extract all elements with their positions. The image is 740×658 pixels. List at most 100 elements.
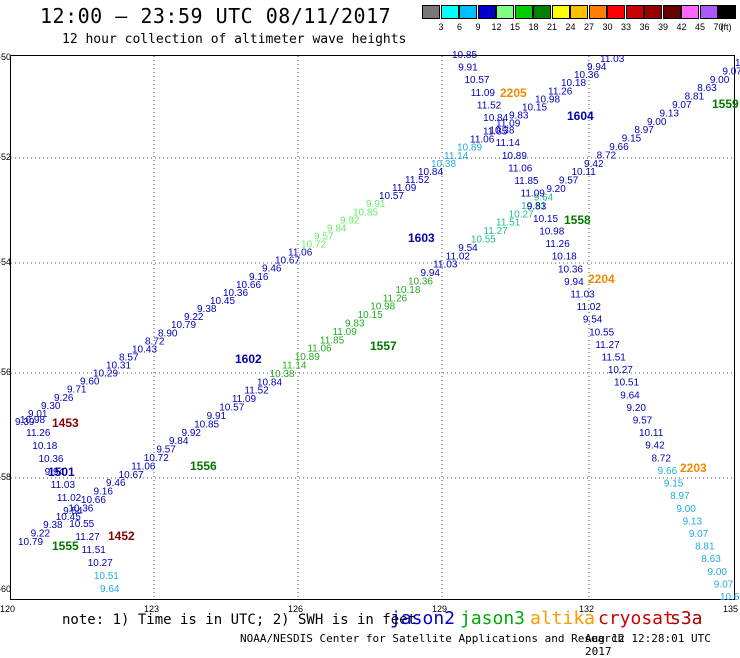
swh-value-label: 9.46: [106, 478, 126, 489]
scale-label: 27: [583, 22, 594, 32]
scale-unit: (ft): [720, 22, 732, 32]
lat-tick-label: -58: [0, 472, 12, 482]
swh-value-label: 10.85: [452, 50, 477, 61]
swh-value-label: 9.94: [45, 467, 65, 478]
swh-value-label: 10.11: [571, 167, 596, 178]
swh-value-label: 9.57: [559, 176, 579, 187]
swh-value-label: 10.18: [561, 78, 586, 89]
swh-value-label: 9.84: [327, 223, 347, 234]
swh-value-label: 10.69: [720, 592, 740, 603]
swh-value-label: 11.09: [392, 183, 417, 194]
lat-tick-label: -50: [0, 52, 12, 62]
swh-value-label: 9.00: [676, 504, 696, 515]
swh-value-label: 9.94: [587, 62, 607, 73]
swh-value-label: 9.00: [708, 567, 728, 578]
swh-value-label: 11.52: [244, 386, 269, 397]
swh-value-label: 11.26: [26, 428, 51, 439]
swh-value-label: 11.09: [332, 327, 357, 338]
pass-time-label: 1604: [567, 109, 594, 123]
map-frame: [10, 55, 735, 600]
pass-time-label: 2204: [588, 272, 615, 286]
swh-value-label: 10.89: [502, 151, 527, 162]
swh-value-label: 10.18: [395, 285, 420, 296]
scale-swatch: [718, 5, 736, 19]
swh-value-label: 9.42: [645, 441, 665, 452]
swh-value-label: 9.20: [546, 184, 566, 195]
swh-value-label: 9.83: [509, 110, 529, 121]
scale-label: 39: [657, 22, 668, 32]
swh-value-label: 9.54: [458, 243, 478, 254]
swh-value-label: 11.26: [548, 86, 573, 97]
pass-time-label: 1602: [235, 352, 262, 366]
swh-value-label: 8.63: [697, 83, 717, 94]
swh-value-label: 11.02: [57, 493, 82, 504]
generation-date: Aug 12 12:28:01 UTC 2017: [585, 632, 711, 658]
swh-value-label: 10.84: [418, 167, 443, 178]
scale-swatch: [625, 5, 644, 19]
page-title: 12:00 — 23:59 UTC 08/11/2017: [40, 4, 392, 28]
swh-value-label: 10.36: [574, 70, 599, 81]
swh-value-label: 8.81: [695, 542, 715, 553]
swh-value-label: 11.09: [521, 189, 546, 200]
swh-value-label: 9.60: [80, 377, 100, 388]
swh-value-label: 11.27: [595, 340, 620, 351]
scale-label: 21: [546, 22, 557, 32]
swh-value-label: 10.36: [558, 264, 583, 275]
swh-value-label: 9.91: [207, 411, 227, 422]
scale-swatch: [607, 5, 625, 19]
swh-value-label: 9.30: [41, 401, 61, 412]
swh-value-label: 10.51: [614, 378, 639, 389]
lat-tick-label: -60: [0, 584, 12, 594]
swh-value-label: 10.45: [56, 512, 81, 523]
swh-value-label: 9.38: [197, 304, 217, 315]
legend-altika: altika: [530, 608, 596, 629]
lon-tick-label: 135: [723, 604, 739, 614]
scale-label: 42: [676, 22, 687, 32]
scale-swatch: [681, 5, 699, 19]
swh-value-label: 9.00: [710, 75, 730, 86]
swh-value-label: 10.66: [81, 495, 106, 506]
swh-value-label: 11.85: [483, 127, 508, 138]
swh-value-label: 11.52: [477, 100, 502, 111]
swh-value-label: 10.27: [88, 558, 113, 569]
scale-label: 12: [491, 22, 502, 32]
swh-value-label: 8.97: [634, 125, 654, 136]
lat-tick-label: -52: [0, 152, 12, 162]
scale-swatch: [440, 5, 459, 19]
scale-swatch: [496, 5, 514, 19]
swh-value-label: 8.72: [145, 336, 165, 347]
scale-swatch: [699, 5, 718, 19]
scale-label: 45: [694, 22, 705, 32]
scale-swatch: [514, 5, 533, 19]
swh-value-label: 11.85: [320, 335, 345, 346]
legend-jason3: jason3: [460, 608, 526, 629]
swh-value-label: 9.15: [622, 134, 642, 145]
swh-value-label: 8.72: [651, 453, 671, 464]
swh-value-label: 9.15: [664, 479, 684, 490]
swh-value-label: 10.72: [144, 453, 169, 464]
swh-value-label: 9.26: [54, 393, 74, 404]
swh-value-label: 11.14: [282, 361, 307, 372]
swh-value-label: 10.85: [194, 419, 219, 430]
swh-value-label: 9.13: [660, 108, 680, 119]
swh-value-label: 9.94: [564, 277, 584, 288]
footnote: note: 1) Time is in UTC; 2) SWH is in fe…: [62, 612, 417, 628]
swh-value-label: 10.36: [38, 454, 63, 465]
swh-value-label: 10.55: [589, 327, 614, 338]
swh-value-label: 11.03: [600, 54, 625, 65]
swh-value-label: 10.31: [106, 361, 131, 372]
scale-swatch: [459, 5, 477, 19]
swh-value-label: 10.36: [68, 503, 93, 514]
swh-value-label: 9.71: [67, 385, 87, 396]
pass-time-label: 1558: [564, 213, 591, 227]
legend-s3a: s3a: [670, 608, 703, 629]
swh-value-label: 8.63: [701, 554, 721, 565]
swh-value-label: 8.90: [158, 328, 178, 339]
lon-tick-label: 120: [0, 604, 16, 614]
swh-value-label: 11.03: [51, 480, 76, 491]
swh-value-label: 10.67: [275, 256, 300, 267]
swh-value-label: 9.64: [100, 584, 120, 595]
swh-value-label: 9.54: [63, 506, 83, 517]
swh-value-label: 11.03: [433, 260, 458, 271]
swh-value-label: 10.27: [608, 365, 633, 376]
